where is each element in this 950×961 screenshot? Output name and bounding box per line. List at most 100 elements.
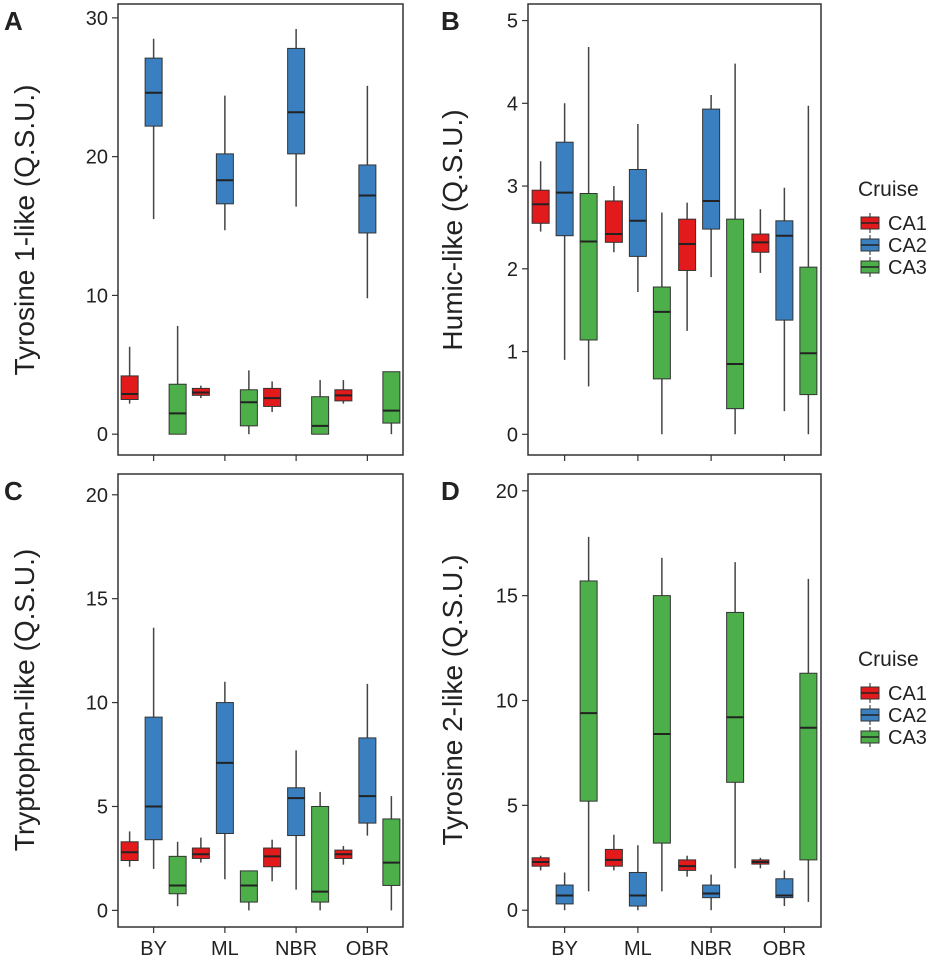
box-ca2-nbr — [287, 750, 306, 890]
box-ca1-nbr — [263, 839, 282, 882]
box-ca1-ml — [191, 837, 210, 863]
x-tick-label: ML — [624, 938, 652, 960]
box-ca1-nbr — [263, 381, 282, 412]
iqr-box — [120, 375, 139, 400]
y-axis-label: Tyrosine 2-like (Q.S.U.) — [437, 555, 468, 846]
box-ca2-obr — [358, 683, 377, 836]
box-ca3-by — [579, 47, 598, 387]
plot-frame — [117, 473, 404, 928]
y-tick-label: 10 — [86, 693, 108, 715]
box-ca3-nbr — [311, 380, 330, 435]
iqr-box — [168, 855, 187, 895]
y-tick-label: 20 — [86, 147, 108, 169]
iqr-box — [382, 818, 401, 886]
iqr-box — [168, 383, 187, 435]
iqr-box — [652, 595, 671, 844]
panel-A: A Tyrosine 1-like (Q.S.U.) 0 10 20 30 — [4, 3, 404, 461]
box-ca3-ml — [239, 370, 258, 435]
x-tick-label: OBR — [346, 938, 389, 960]
iqr-box — [382, 371, 401, 424]
y-tick-label: 10 — [86, 285, 108, 307]
box-ca2-nbr — [287, 28, 306, 207]
box-ca2-by — [144, 38, 163, 220]
iqr-box — [311, 805, 330, 903]
x-tick-label: BY — [551, 938, 578, 960]
panel-label: B — [441, 6, 460, 36]
box-ca2-obr — [775, 187, 794, 412]
iqr-box — [799, 672, 818, 861]
iqr-box — [531, 189, 550, 224]
iqr-box — [191, 847, 210, 859]
panel-B: B Humic-like (Q.S.U.) 0 1 2 3 4 5 — [437, 3, 822, 461]
box-ca3-nbr — [726, 562, 745, 869]
panel-label: D — [441, 476, 460, 506]
box-ca3-by — [168, 841, 187, 907]
plot-frame — [527, 473, 822, 928]
legend-entry-ca3: CA3 — [888, 257, 927, 279]
y-tick-label: 4 — [507, 93, 518, 115]
box-ca1-obr — [751, 857, 770, 869]
iqr-box — [263, 847, 282, 868]
box-ca3-nbr — [311, 791, 330, 911]
box-ca3-nbr — [726, 63, 745, 435]
plot-frame — [117, 3, 404, 456]
iqr-box — [215, 153, 234, 205]
y-tick-label: 0 — [507, 424, 518, 446]
y-tick-label: 20 — [496, 481, 518, 503]
iqr-box — [775, 220, 794, 321]
box-ca2-ml — [628, 123, 647, 292]
legend-entry-ca2: CA2 — [888, 235, 927, 257]
iqr-box — [555, 141, 574, 237]
y-tick-label: 0 — [507, 900, 518, 922]
panel-D: D Tyrosine 2-like (Q.S.U.) 0 5 10 15 20 BY ML NBR… — [437, 473, 822, 960]
iqr-box — [287, 787, 306, 837]
y-axis-label: Tryptophan-like (Q.S.U.) — [9, 549, 40, 851]
legend-title: Cruise — [858, 648, 919, 671]
y-tick-label: 15 — [86, 589, 108, 611]
panel-label: A — [4, 6, 23, 36]
box-ca3-obr — [382, 796, 401, 911]
y-tick-label: 30 — [86, 8, 108, 30]
iqr-box — [652, 286, 671, 380]
box-ca3-obr — [799, 578, 818, 902]
y-tick-label: 5 — [97, 796, 108, 818]
iqr-box — [604, 200, 623, 243]
iqr-box — [144, 716, 163, 841]
iqr-box — [726, 611, 745, 783]
y-axis-label: Tyrosine 1-like (Q.S.U.) — [9, 85, 40, 376]
y-tick-label: 0 — [97, 900, 108, 922]
y-tick-label: 3 — [507, 176, 518, 198]
box-ca3-obr — [382, 371, 401, 435]
box-ca1-by — [120, 346, 139, 404]
iqr-box — [120, 841, 139, 862]
box-ca1-nbr — [678, 855, 697, 877]
box-ca2-ml — [215, 681, 234, 880]
box-ca3-ml — [652, 212, 671, 435]
iqr-box — [628, 169, 647, 257]
box-ca2-by — [144, 627, 163, 869]
plot-frame — [527, 3, 822, 456]
iqr-box — [702, 884, 721, 899]
box-ca2-by — [555, 872, 574, 911]
iqr-box — [555, 884, 574, 905]
panel-C: C Tryptophan-like (Q.S.U.) 0 5 10 15 20 BY ML NBR… — [4, 473, 404, 960]
iqr-box — [604, 848, 623, 867]
iqr-box — [775, 878, 794, 899]
y-tick-label: 1 — [507, 342, 518, 364]
x-tick-label: BY — [140, 938, 167, 960]
iqr-box — [239, 870, 258, 903]
iqr-box — [702, 108, 721, 230]
box-ca2-nbr — [702, 874, 721, 911]
iqr-box — [726, 218, 745, 410]
iqr-box — [358, 737, 377, 824]
box-ca1-obr — [751, 209, 770, 273]
box-ca1-ml — [604, 186, 623, 253]
y-tick-label: 20 — [86, 485, 108, 507]
box-ca2-obr — [358, 85, 377, 299]
x-tick-label: OBR — [763, 938, 806, 960]
y-tick-label: 5 — [507, 795, 518, 817]
iqr-box — [628, 871, 647, 907]
